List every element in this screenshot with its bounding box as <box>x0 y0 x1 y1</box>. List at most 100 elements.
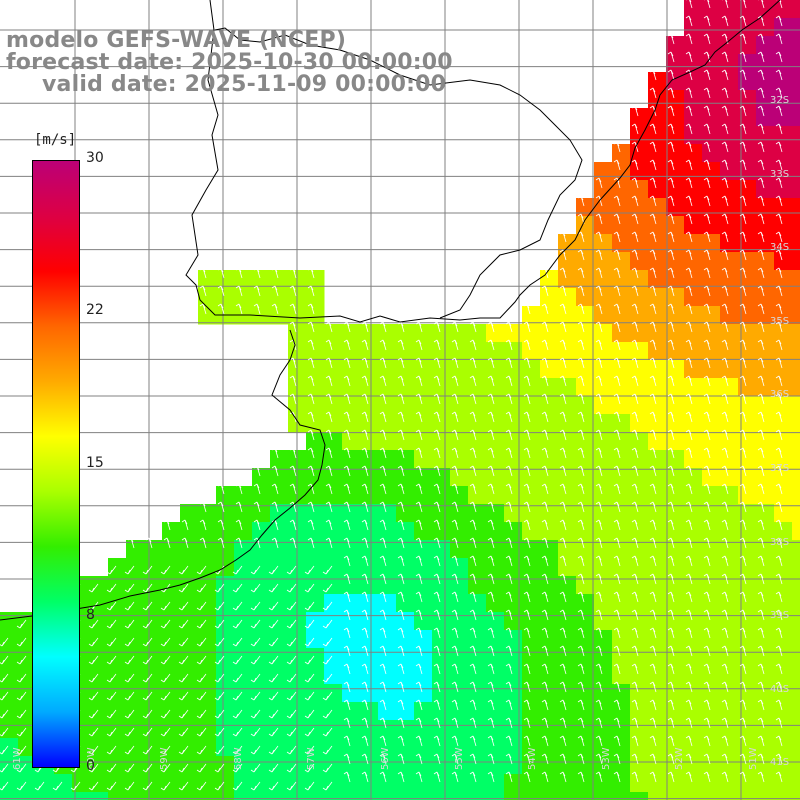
wind-arrow <box>325 321 333 333</box>
wind-arrow <box>163 519 171 531</box>
wind-cell <box>72 792 91 800</box>
wind-cell <box>612 792 631 800</box>
wind-arrow <box>196 709 207 719</box>
wind-arrow <box>685 33 693 45</box>
wind-arrow <box>289 321 297 333</box>
wind-arrow <box>649 753 657 765</box>
wind-cell <box>396 792 415 800</box>
wind-cell <box>576 486 595 505</box>
wind-arrow <box>217 267 225 279</box>
wind-cell <box>270 684 289 703</box>
wind-cell <box>504 792 523 800</box>
wind-arrow <box>160 655 171 665</box>
wind-cell <box>468 360 487 379</box>
wind-arrow <box>160 565 171 575</box>
wind-cell <box>594 216 613 235</box>
wind-cell <box>540 612 559 631</box>
wind-cell <box>738 252 757 271</box>
wind-arrow <box>505 537 513 549</box>
wind-arrow <box>271 537 279 549</box>
wind-cell <box>666 468 685 487</box>
wind-cell <box>378 432 397 451</box>
wind-cell <box>792 738 800 757</box>
wind-arrow <box>775 159 783 171</box>
wind-arrow <box>703 69 711 81</box>
wind-cell <box>450 414 469 433</box>
wind-arrow <box>667 231 675 243</box>
wind-arrow <box>469 771 477 783</box>
wind-cell <box>360 486 379 505</box>
wind-arrow <box>757 303 765 315</box>
wind-arrow <box>613 483 621 495</box>
wind-cell <box>486 468 505 487</box>
wind-cell <box>648 738 667 757</box>
wind-cell <box>774 360 793 379</box>
wind-cell <box>522 504 541 523</box>
wind-cell <box>792 648 800 667</box>
wind-arrow <box>235 537 243 549</box>
wind-arrow <box>775 483 783 495</box>
wind-arrow <box>721 753 729 765</box>
wind-cell <box>738 468 757 487</box>
wind-arrow <box>631 267 639 279</box>
wind-cell <box>342 558 361 577</box>
wind-arrow <box>775 699 783 711</box>
wind-arrow <box>304 619 315 629</box>
wind-cell <box>216 738 235 757</box>
wind-arrow <box>649 501 657 513</box>
wind-arrow <box>361 735 369 747</box>
wind-cell <box>576 756 595 775</box>
argentina-coast <box>0 329 326 621</box>
wind-cell <box>720 666 739 685</box>
wind-arrow <box>451 483 459 495</box>
wind-cell <box>666 576 685 595</box>
wind-cell <box>450 396 469 415</box>
wind-arrow <box>271 447 279 459</box>
wind-arrow <box>703 663 711 675</box>
wind-cell <box>252 558 271 577</box>
wind-cell <box>612 756 631 775</box>
wind-cell <box>270 774 289 793</box>
wind-arrow <box>397 609 405 621</box>
wind-arrow <box>667 771 675 783</box>
wind-arrow <box>721 141 729 153</box>
wind-cell <box>486 414 505 433</box>
wind-arrow <box>685 51 693 63</box>
wind-arrow <box>415 429 423 441</box>
wind-arrow <box>16 745 27 755</box>
wind-cell <box>756 72 775 91</box>
wind-cell <box>54 792 73 800</box>
wind-arrow <box>379 717 387 729</box>
wind-arrow <box>776 0 783 9</box>
wind-cell <box>756 0 775 19</box>
wind-arrow <box>757 249 765 261</box>
wind-arrow <box>343 645 351 657</box>
latitude-label: 34S <box>770 242 790 254</box>
wind-cell <box>414 432 433 451</box>
wind-cell <box>594 252 613 271</box>
wind-arrow <box>757 465 765 477</box>
wind-arrow <box>721 105 729 117</box>
wind-arrow <box>196 727 207 737</box>
wind-arrow <box>523 645 531 657</box>
wind-arrow <box>739 501 747 513</box>
wind-cell <box>774 522 793 541</box>
wind-arrow <box>523 735 531 747</box>
wind-cell <box>90 684 109 703</box>
wind-cell <box>774 324 793 343</box>
wind-cell <box>252 522 271 541</box>
wind-arrow <box>559 645 567 657</box>
wind-arrow <box>451 771 459 783</box>
wind-arrow <box>577 627 585 639</box>
wind-cell <box>648 378 667 397</box>
river-plate-north-shore <box>214 27 583 319</box>
wind-cell <box>180 684 199 703</box>
wind-cell <box>378 666 397 685</box>
wind-arrow <box>286 709 297 719</box>
wind-cell <box>144 648 163 667</box>
wind-arrow <box>397 753 405 765</box>
wind-cell <box>720 414 739 433</box>
wind-arrow <box>721 429 729 441</box>
wind-cell <box>396 432 415 451</box>
wind-cell <box>684 648 703 667</box>
